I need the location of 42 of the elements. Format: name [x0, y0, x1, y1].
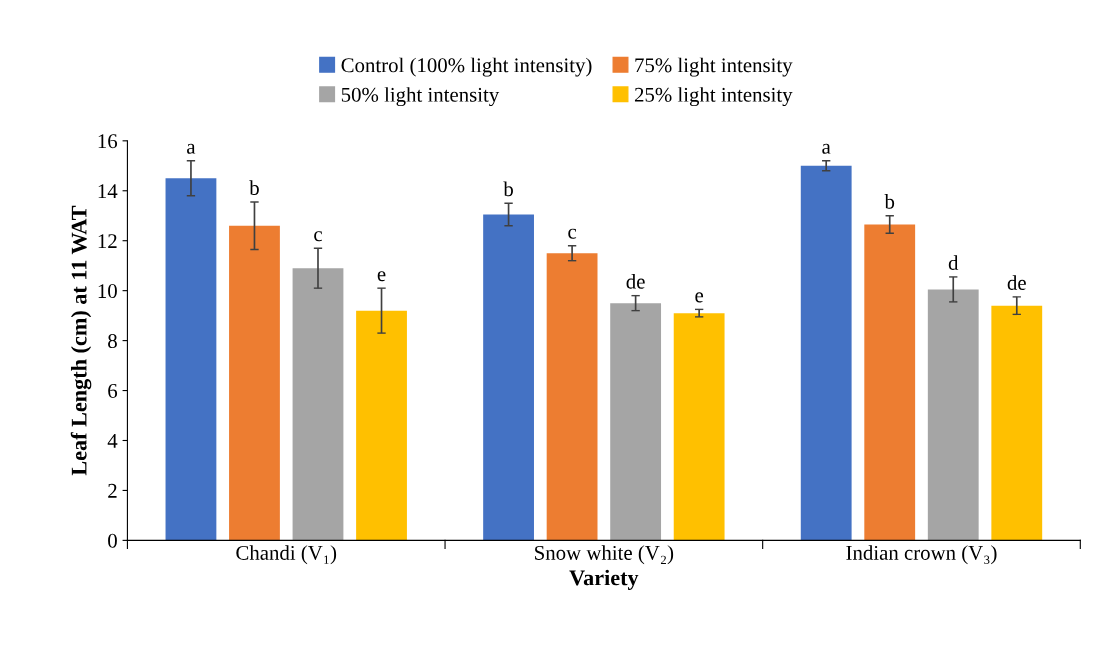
y-tick-label: 4	[107, 434, 118, 448]
y-tick-label: 2	[108, 483, 117, 498]
bar	[610, 303, 662, 541]
legend-label: Control (100% light intensity)	[341, 57, 592, 77]
x-tick-label: Snow white (V₂)	[535, 545, 674, 565]
legend-label: 75% light intensity	[635, 57, 793, 77]
bar	[673, 313, 725, 541]
y-tick-label: 14	[98, 184, 118, 198]
y-tick-label: 8	[108, 333, 117, 349]
y-tick-label: 6	[108, 383, 118, 398]
annotation: c	[568, 228, 577, 239]
annotation: a	[822, 143, 831, 154]
annotation: a	[187, 143, 196, 154]
annotation: c	[314, 231, 322, 242]
y-tick-label: 0	[108, 533, 117, 548]
annotation: b	[503, 181, 513, 197]
bar	[864, 224, 916, 541]
bar	[229, 225, 280, 541]
bar	[165, 178, 217, 541]
legend-label: 25% light intensity	[634, 87, 793, 107]
annotation: e	[695, 292, 704, 303]
bar	[927, 289, 979, 541]
y-tick-label: 12	[98, 234, 117, 248]
annotation: d	[948, 255, 959, 270]
bar	[292, 268, 344, 541]
x-axis-title: Variety	[569, 569, 639, 590]
bar	[546, 253, 598, 541]
x-tick-label: Indian crown (V₃)	[846, 545, 997, 565]
annotation: e	[377, 271, 386, 282]
bar	[800, 165, 852, 541]
y-tick-label: 16	[98, 134, 118, 149]
x-tick-label: Chandi (V₁)	[236, 545, 337, 565]
bar	[483, 214, 534, 541]
annotation: de	[1007, 275, 1026, 290]
legend-label: 50% light intensity	[341, 87, 500, 107]
annotation: b	[249, 180, 259, 195]
annotation: b	[884, 194, 895, 209]
bar	[356, 310, 407, 541]
bar	[991, 305, 1043, 541]
y-tick-label: 10	[98, 284, 117, 299]
y-axis-title: Leaf Length (cm) at 11 WAT	[70, 205, 92, 476]
annotation: de	[626, 273, 645, 289]
